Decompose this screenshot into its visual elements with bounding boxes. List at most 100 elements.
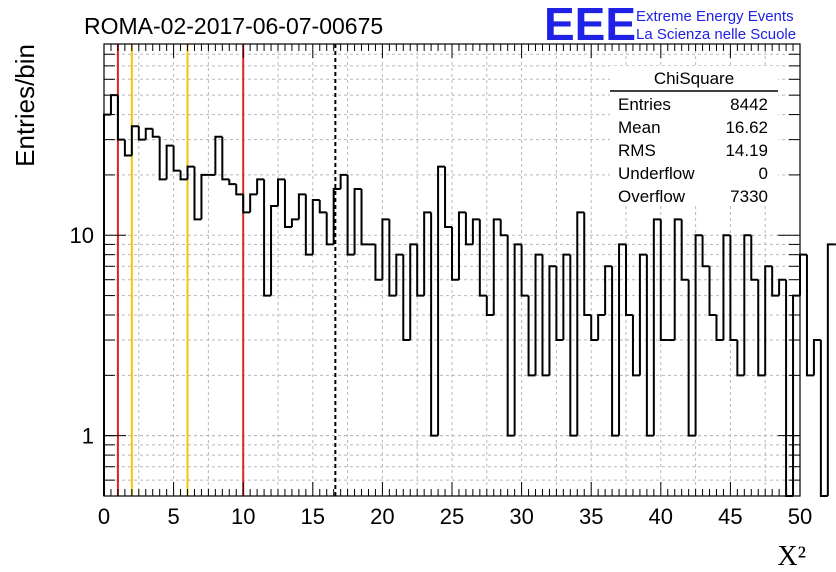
histogram-bin [430,212,439,437]
histogram-bin [492,218,501,316]
histogram-bin [283,179,292,228]
histogram-bin [812,339,821,376]
histogram-bin [304,194,313,256]
histogram-bin [123,139,132,157]
histogram-bin [214,135,223,175]
histogram-bin [778,278,787,296]
histogram-bin [116,95,125,141]
histogram-bin [339,173,348,190]
stats-row-value: 8442 [730,95,768,114]
y-tick-labels: 1 10 [70,223,94,448]
y-axis-label: Entries/bin [10,44,40,167]
histogram-bin [186,165,195,180]
y-tick-label: 1 [82,424,94,449]
histogram-bin [318,199,327,214]
x-tick-label: 15 [301,504,325,529]
x-tick-label: 5 [167,504,179,529]
stats-row-value: 14.19 [725,141,768,160]
histogram-bin [332,188,341,245]
histogram-bin [346,174,355,256]
histogram-bin [200,173,209,220]
x-tick-label: 35 [579,504,603,529]
histogram-bin [256,178,265,195]
histogram-bin [144,127,153,140]
histogram-bin [151,128,160,138]
histogram-bin [423,211,432,296]
histogram-bin [277,178,285,206]
histogram-bin [311,198,320,255]
histogram-bin [137,126,146,141]
histogram-bin [221,136,230,181]
histogram-bin [249,193,258,213]
axis-ticks [103,44,801,496]
histogram-bin [297,193,306,220]
x-tick-label: 30 [509,504,533,529]
histogram-bin [228,179,237,186]
x-tick-label: 25 [440,504,464,529]
stats-row-label: Overflow [618,187,686,206]
x-tick-label: 20 [370,504,394,529]
stats-row-label: Mean [618,118,661,137]
histogram-bin [638,253,647,376]
histogram-bin [520,244,529,297]
histogram-bin [409,243,418,341]
stats-row-value: 7330 [730,187,768,206]
histogram-bin [757,279,766,377]
x-tick-label: 50 [788,504,812,529]
stats-row-label: RMS [618,141,656,160]
histogram-bin [555,266,564,342]
histogram-bin [193,166,202,221]
eee-logo: EEE Extreme Energy Events La Scienza nel… [544,0,796,50]
histogram-bin [172,145,181,172]
chart-title: ROMA-02-2017-06-07-00675 [84,13,383,39]
histogram-bin [130,125,139,156]
logo-line1: Extreme Energy Events [636,8,794,25]
histogram-bin [290,218,299,227]
histogram-bin [618,243,626,436]
histogram-bin [652,218,661,436]
logo-line2: La Scienza nelle Scuole [636,26,796,43]
histogram-bin [625,244,633,317]
histogram-bin [590,315,599,342]
y-tick-label: 10 [70,223,94,248]
histogram-bin [374,244,383,281]
histogram-bin [750,235,759,281]
histogram-bin [805,254,814,377]
x-axis-label: X² [777,541,806,572]
logo-letters: EEE [544,0,636,50]
stats-box-bg [610,66,778,206]
histogram-bin [694,234,703,436]
histogram-bin [263,179,272,297]
histogram-bin [548,265,557,376]
histogram-bin [701,235,710,268]
histogram-bin [464,212,473,246]
histogram-bin [527,295,536,377]
stats-box: ChiSquare Entries 8442 Mean 16.62 RMS 14.19 Un… [610,66,778,206]
histogram-bin [444,166,452,228]
x-tick-labels: 0 5 10 15 20 25 30 35 40 45 50 [98,504,812,529]
histogram-bin [235,184,244,196]
histogram-bin [583,212,592,317]
histogram-bin [680,219,689,281]
histogram-bin [158,136,167,181]
histogram-bin [597,314,606,341]
histogram-bin [785,279,794,497]
histogram-bin [743,234,752,376]
histogram-bin [729,235,738,342]
grid [104,44,800,496]
histogram-bin [395,253,404,296]
histogram-bin [485,295,494,317]
histogram-bin [764,265,773,376]
histogram-bin [541,254,550,377]
stats-row-value: 0 [759,164,768,183]
histogram-bin [478,219,487,297]
x-tick-label: 40 [649,504,673,529]
histogram-bin [270,204,278,296]
histogram-bin [645,254,654,437]
histogram-bin [381,218,390,280]
histogram-bin [576,211,585,436]
x-tick-label: 10 [231,504,255,529]
histogram-bin [360,189,369,246]
stats-row-value: 16.62 [725,118,768,137]
